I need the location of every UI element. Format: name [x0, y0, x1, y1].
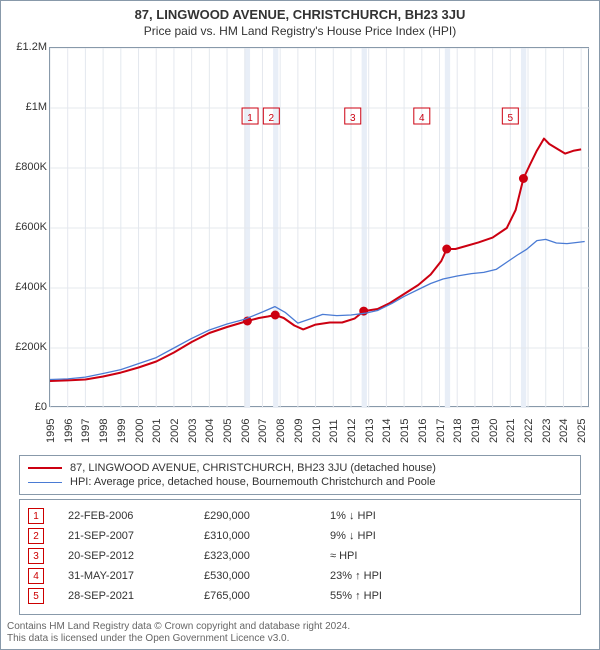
transaction-date: 31-MAY-2017 — [68, 570, 198, 582]
transaction-delta: 23% ↑ HPI — [330, 570, 470, 582]
x-tick-label: 2004 — [204, 419, 216, 443]
x-tick-label: 2022 — [523, 419, 535, 443]
transaction-date: 28-SEP-2021 — [68, 590, 198, 602]
legend-swatch — [28, 482, 62, 483]
x-tick-label: 2010 — [311, 419, 323, 443]
transaction-marker: 3 — [28, 548, 44, 564]
x-tick-label: 2023 — [541, 419, 553, 443]
transaction-row: 4 31-MAY-2017 £530,000 23% ↑ HPI — [28, 568, 572, 584]
x-axis-labels: 1995199619971998199920002001200220032004… — [49, 411, 589, 451]
legend-item: 87, LINGWOOD AVENUE, CHRISTCHURCH, BH23 … — [28, 462, 572, 474]
chart-container: 87, LINGWOOD AVENUE, CHRISTCHURCH, BH23 … — [0, 0, 600, 650]
svg-text:4: 4 — [419, 113, 425, 124]
x-tick-label: 2016 — [417, 419, 429, 443]
svg-text:1: 1 — [247, 113, 253, 124]
y-tick-label: £0 — [5, 401, 47, 413]
chart-title: 87, LINGWOOD AVENUE, CHRISTCHURCH, BH23 … — [5, 7, 595, 22]
x-tick-label: 2015 — [399, 419, 411, 443]
transaction-date: 22-FEB-2006 — [68, 510, 198, 522]
y-tick-label: £600K — [5, 221, 47, 233]
x-tick-label: 2017 — [435, 419, 447, 443]
svg-text:2: 2 — [269, 113, 275, 124]
y-tick-label: £800K — [5, 161, 47, 173]
y-tick-label: £1.2M — [5, 41, 47, 53]
transaction-row: 1 22-FEB-2006 £290,000 1% ↓ HPI — [28, 508, 572, 524]
transaction-date: 20-SEP-2012 — [68, 550, 198, 562]
x-tick-label: 2011 — [328, 419, 340, 443]
x-tick-label: 1997 — [80, 419, 92, 443]
x-tick-label: 2014 — [381, 419, 393, 443]
x-tick-label: 2025 — [576, 419, 588, 443]
x-tick-label: 2013 — [364, 419, 376, 443]
x-tick-label: 2019 — [470, 419, 482, 443]
legend-label: 87, LINGWOOD AVENUE, CHRISTCHURCH, BH23 … — [70, 462, 436, 474]
x-tick-label: 1995 — [45, 419, 57, 443]
transaction-delta: ≈ HPI — [330, 550, 470, 562]
legend-label: HPI: Average price, detached house, Bour… — [70, 476, 435, 488]
y-tick-label: £400K — [5, 281, 47, 293]
x-tick-label: 2008 — [275, 419, 287, 443]
x-tick-label: 1996 — [63, 419, 75, 443]
transaction-price: £290,000 — [204, 510, 324, 522]
transaction-marker: 4 — [28, 568, 44, 584]
x-tick-label: 2012 — [346, 419, 358, 443]
transaction-price: £765,000 — [204, 590, 324, 602]
transaction-price: £310,000 — [204, 530, 324, 542]
plot-svg: 1 2 3 4 5 — [50, 48, 590, 408]
transaction-row: 2 21-SEP-2007 £310,000 9% ↓ HPI — [28, 528, 572, 544]
x-tick-label: 2000 — [134, 419, 146, 443]
transaction-marker: 1 — [28, 508, 44, 524]
x-tick-label: 2005 — [222, 419, 234, 443]
legend: 87, LINGWOOD AVENUE, CHRISTCHURCH, BH23 … — [19, 455, 581, 495]
x-tick-label: 2002 — [169, 419, 181, 443]
x-tick-label: 2001 — [151, 419, 163, 443]
chart-subtitle: Price paid vs. HM Land Registry's House … — [5, 24, 595, 38]
transaction-price: £323,000 — [204, 550, 324, 562]
x-tick-label: 2003 — [187, 419, 199, 443]
transaction-delta: 55% ↑ HPI — [330, 590, 470, 602]
svg-text:3: 3 — [350, 113, 356, 124]
svg-text:5: 5 — [508, 113, 514, 124]
x-tick-label: 2021 — [505, 419, 517, 443]
x-tick-label: 2020 — [488, 419, 500, 443]
footer-line1: Contains HM Land Registry data © Crown c… — [7, 621, 350, 633]
transaction-marker: 5 — [28, 588, 44, 604]
transaction-delta: 1% ↓ HPI — [330, 510, 470, 522]
transaction-row: 3 20-SEP-2012 £323,000 ≈ HPI — [28, 548, 572, 564]
transaction-marker: 2 — [28, 528, 44, 544]
x-tick-label: 2018 — [452, 419, 464, 443]
x-tick-label: 2024 — [558, 419, 570, 443]
legend-item: HPI: Average price, detached house, Bour… — [28, 476, 572, 488]
transaction-price: £530,000 — [204, 570, 324, 582]
y-tick-label: £1M — [5, 101, 47, 113]
x-tick-label: 2009 — [293, 419, 305, 443]
transaction-delta: 9% ↓ HPI — [330, 530, 470, 542]
titles: 87, LINGWOOD AVENUE, CHRISTCHURCH, BH23 … — [1, 1, 599, 40]
transaction-row: 5 28-SEP-2021 £765,000 55% ↑ HPI — [28, 588, 572, 604]
x-tick-label: 1998 — [98, 419, 110, 443]
footer-text: Contains HM Land Registry data © Crown c… — [7, 621, 350, 645]
x-tick-label: 2007 — [257, 419, 269, 443]
y-tick-label: £200K — [5, 341, 47, 353]
legend-swatch — [28, 467, 62, 469]
footer-line2: This data is licensed under the Open Gov… — [7, 633, 350, 645]
plot-area: 1 2 3 4 5 — [49, 47, 589, 407]
x-tick-label: 2006 — [240, 419, 252, 443]
transaction-date: 21-SEP-2007 — [68, 530, 198, 542]
x-tick-label: 1999 — [116, 419, 128, 443]
transaction-table: 1 22-FEB-2006 £290,000 1% ↓ HPI 2 21-SEP-2007… — [19, 499, 581, 615]
